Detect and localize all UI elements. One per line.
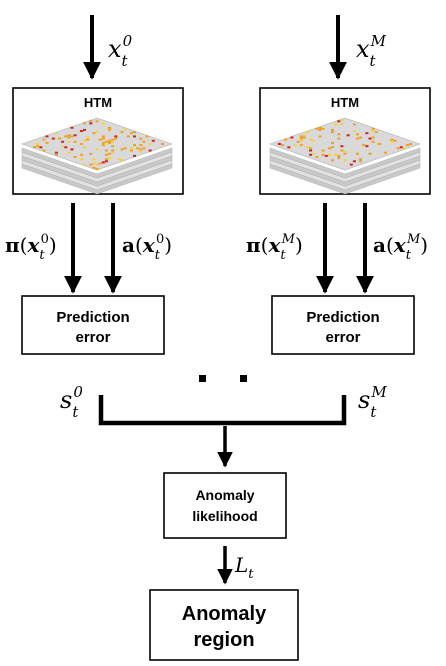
htm-box-left: HTM [12,87,184,195]
anomaly-likelihood-box: Anomaly likelihood [163,472,287,539]
htm-box-right: HTM [259,87,431,195]
pi-label-right: π(xtM) [246,232,303,263]
L-label: Lt [234,553,254,582]
prediction-error-left-line1: Prediction [56,309,129,326]
score-label-right: stM [358,383,387,421]
input-label-right: xtM [356,32,387,70]
score-label-left: st0 [60,383,83,421]
prediction-error-right-line1: Prediction [306,309,379,326]
a-label-left: a(xt0) [122,232,172,263]
anomaly-region-line1: Anomaly [182,603,267,625]
anomaly-region-line2: region [193,629,254,651]
htm-title-right: HTM [331,95,359,110]
anomaly-likelihood-line1: Anomaly [195,487,254,503]
prediction-error-box-right: Prediction error [271,295,415,355]
a-label-right: a(xtM) [373,232,428,263]
anomaly-region-box: Anomaly region [149,589,299,661]
ellipsis-dot-right [240,375,247,382]
prediction-error-box-left: Prediction error [21,295,165,355]
input-label-left: xt0 [108,32,133,70]
prediction-error-left-line2: error [75,329,110,346]
htm-grid-image-right [269,117,421,195]
score-bracket [98,395,347,426]
pi-label-left: π(xt0) [5,232,57,263]
htm-title-left: HTM [84,95,112,110]
anomaly-likelihood-line2: likelihood [192,508,257,524]
ellipsis-dot-left [199,375,206,382]
prediction-error-right-line2: error [325,329,360,346]
htm-grid-image-left [21,117,173,195]
